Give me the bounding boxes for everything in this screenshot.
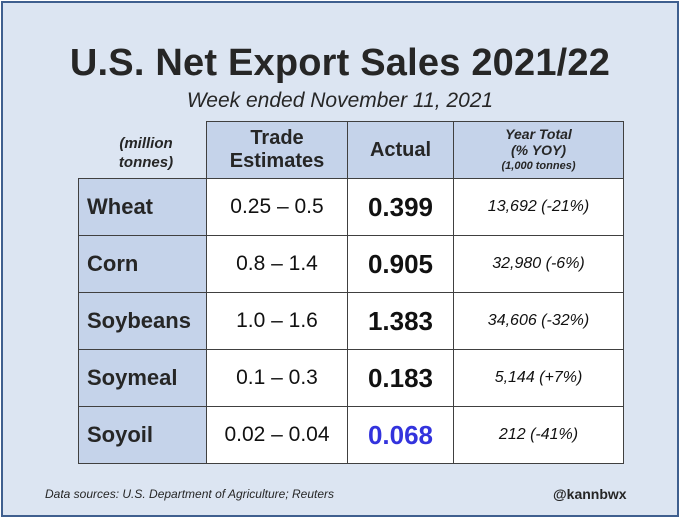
actual-cell: 0.183 — [347, 349, 454, 407]
actual-cell: 0.905 — [347, 235, 454, 293]
header-year-total-label: Year Total — [505, 126, 572, 142]
estimate-cell: 0.1 – 0.3 — [206, 349, 348, 407]
export-sales-table: Trade Estimates Actual Year Total (% YOY… — [78, 121, 624, 464]
table-row: Soybeans 1.0 – 1.6 1.383 34,606 (-32%) — [78, 292, 624, 350]
estimate-cell: 0.8 – 1.4 — [206, 235, 348, 293]
actual-cell: 1.383 — [347, 292, 454, 350]
table-row: Corn 0.8 – 1.4 0.905 32,980 (-6%) — [78, 235, 624, 293]
table-header-row: Trade Estimates Actual Year Total (% YOY… — [79, 121, 624, 179]
commodity-cell: Soymeal — [78, 349, 207, 407]
year-total-cell: 13,692 (-21%) — [453, 178, 624, 236]
table-row: Soyoil 0.02 – 0.04 0.068 212 (-41%) — [78, 406, 624, 464]
author-handle: @kannbwx — [553, 486, 627, 502]
header-year-total-sub: (% YOY) — [511, 142, 566, 158]
year-total-cell: 5,144 (+7%) — [453, 349, 624, 407]
header-trade-estimates: Trade Estimates — [206, 121, 348, 179]
commodity-cell: Corn — [78, 235, 207, 293]
page-subtitle: Week ended November 11, 2021 — [186, 89, 494, 112]
header-actual: Actual — [347, 121, 454, 179]
commodity-cell: Wheat — [78, 178, 207, 236]
estimate-cell: 1.0 – 1.6 — [206, 292, 348, 350]
data-source-note: Data sources: U.S. Department of Agricul… — [45, 487, 335, 501]
header-empty-cell — [79, 122, 207, 179]
table-row: Wheat 0.25 – 0.5 0.399 13,692 (-21%) — [78, 178, 624, 236]
page-title: U.S. Net Export Sales 2021/22 — [69, 42, 611, 84]
year-total-cell: 212 (-41%) — [453, 406, 624, 464]
header-year-total: Year Total (% YOY) (1,000 tonnes) — [453, 121, 624, 179]
units-label: (million tonnes) — [118, 135, 174, 171]
actual-cell-highlighted: 0.068 — [347, 406, 454, 464]
estimate-cell: 0.25 – 0.5 — [206, 178, 348, 236]
commodity-cell: Soyoil — [78, 406, 207, 464]
commodity-cell: Soybeans — [78, 292, 207, 350]
table-row: Soymeal 0.1 – 0.3 0.183 5,144 (+7%) — [78, 349, 624, 407]
year-total-cell: 34,606 (-32%) — [453, 292, 624, 350]
header-year-total-units: (1,000 tonnes) — [501, 160, 576, 172]
actual-cell: 0.399 — [347, 178, 454, 236]
year-total-cell: 32,980 (-6%) — [453, 235, 624, 293]
estimate-cell: 0.02 – 0.04 — [206, 406, 348, 464]
